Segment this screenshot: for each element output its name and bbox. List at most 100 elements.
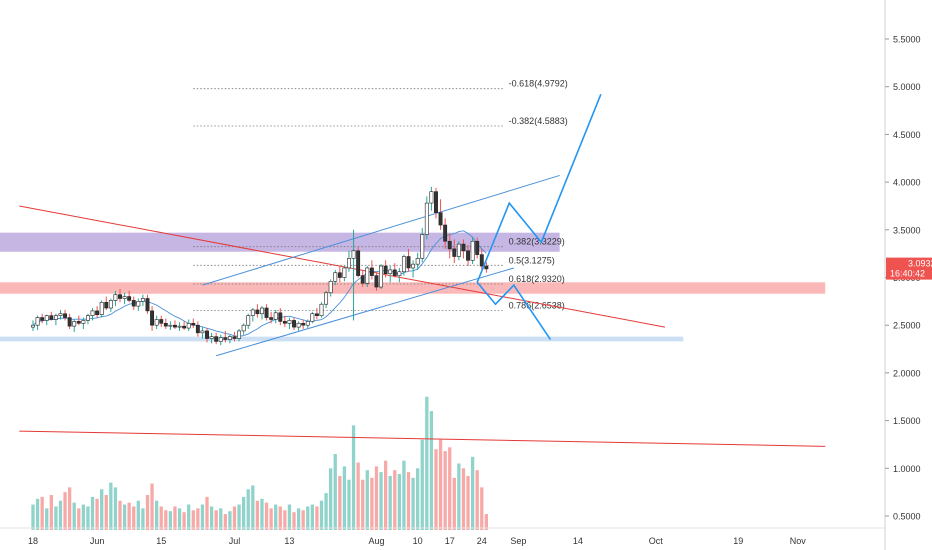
volume-bar xyxy=(196,508,200,530)
fib-level-label: 0.5(3.1275) xyxy=(509,255,555,265)
price-axis[interactable]: 0.50001.00001.50002.00002.50003.00003.50… xyxy=(884,0,932,550)
volume-bar xyxy=(287,504,292,530)
projection-paths[interactable] xyxy=(476,94,602,340)
candle-body-down xyxy=(191,322,196,326)
volume-bar xyxy=(127,502,131,530)
fib-level-label: 0.786(2.6538) xyxy=(509,301,565,311)
volume-bar xyxy=(54,506,58,530)
candle-body-down xyxy=(475,240,480,255)
candle-body-down xyxy=(374,275,379,288)
volume-bar xyxy=(443,451,447,530)
volume-bar xyxy=(324,493,328,530)
candle-body-down xyxy=(223,337,228,340)
candle-body-down xyxy=(264,307,269,318)
volume-bar xyxy=(296,508,301,530)
candle-body-down xyxy=(434,191,438,213)
candle-body-up xyxy=(365,267,370,284)
time-tick-label: 15 xyxy=(156,536,166,546)
time-tick-label: Jul xyxy=(229,536,241,546)
price-tick-label: 5.5000 xyxy=(893,35,921,45)
time-tick-label: 10 xyxy=(413,536,423,546)
volume-bar xyxy=(402,460,406,530)
volume-bar xyxy=(319,500,324,530)
candle-body-down xyxy=(67,317,72,327)
volume-bar xyxy=(269,508,273,530)
volume-bar xyxy=(168,511,173,530)
volume-bar xyxy=(406,472,411,530)
fib-level-label: -0.618(4.9792) xyxy=(509,79,568,89)
candle-body-down xyxy=(63,313,68,318)
time-tick-label: Oct xyxy=(649,536,664,546)
volume-bar xyxy=(461,468,466,530)
volume-bar xyxy=(274,504,278,530)
candle-body-up xyxy=(273,312,278,320)
volume-bar xyxy=(122,504,127,530)
volume-bar xyxy=(393,470,397,530)
candle-body-up xyxy=(305,321,310,326)
candle-body-up xyxy=(81,320,86,324)
candle-body-down xyxy=(292,320,296,328)
volume-bar xyxy=(58,500,63,530)
volume-bar xyxy=(77,508,81,530)
volume-bar xyxy=(31,504,35,530)
candle-body-up xyxy=(53,315,58,320)
volume-bar xyxy=(154,500,159,530)
time-tick-label: Sep xyxy=(510,536,526,546)
volume-bar xyxy=(177,508,182,530)
volume-bar xyxy=(223,514,227,530)
time-tick-label: Nov xyxy=(790,536,807,546)
volume-bar xyxy=(365,470,369,530)
candle-body-up xyxy=(35,317,40,326)
candle-body-down xyxy=(182,325,187,329)
candle-body-up xyxy=(218,337,223,342)
volume-bar xyxy=(187,504,191,530)
volume-bar xyxy=(209,506,214,530)
candle-body-down xyxy=(131,300,136,307)
price-tick-label: 4.0000 xyxy=(893,178,921,188)
fibonacci-retracement[interactable]: -0.618(4.9792) -0.382(4.5883) 0.382(3.3229… xyxy=(193,79,568,311)
candle-body-down xyxy=(118,294,122,299)
volume-bar xyxy=(301,510,305,530)
time-tick-label: 14 xyxy=(573,536,583,546)
candle-body-down xyxy=(40,317,45,321)
last-price-timer: 16:40:42 xyxy=(890,269,925,279)
volume-bar xyxy=(379,472,383,530)
candle-body-up xyxy=(319,303,324,316)
volume-bars xyxy=(31,396,489,530)
volume-bar xyxy=(251,485,255,530)
volume-bar xyxy=(100,489,104,530)
candle-body-down xyxy=(466,250,470,261)
candle-body-up xyxy=(411,263,416,269)
volume-bar xyxy=(310,504,314,530)
volume-bar xyxy=(118,500,122,530)
candle-body-down xyxy=(150,310,155,326)
volume-bar xyxy=(242,496,246,530)
volume-bar xyxy=(90,496,95,530)
candle-body-up xyxy=(347,258,351,269)
candle-body-down xyxy=(195,324,200,334)
candle-body-down xyxy=(255,309,260,315)
candle-body-down xyxy=(392,269,397,276)
candle-body-down xyxy=(278,312,283,322)
price-tick-label: 3.5000 xyxy=(893,225,921,235)
volume-bar xyxy=(347,479,351,530)
candle-body-up xyxy=(379,265,383,288)
candle-body-up xyxy=(154,319,159,326)
volume-bar xyxy=(214,510,218,530)
candle-body-up xyxy=(287,320,292,324)
volume-bar xyxy=(255,500,260,530)
trendlines[interactable] xyxy=(19,174,826,447)
zone-resistance xyxy=(0,232,560,252)
volume-bar xyxy=(397,474,401,530)
volume-bar xyxy=(480,487,484,530)
volume-bar xyxy=(40,496,44,530)
volume-bar xyxy=(470,456,475,530)
time-axis[interactable]: 18 Jun 15 Jul 13 Aug 10 17 24 Sep 14 Oct 19 Nov xyxy=(0,527,885,546)
candle-body-up xyxy=(122,296,127,299)
volume-bar xyxy=(45,508,49,530)
candle-body-down xyxy=(356,250,361,276)
candle-body-up xyxy=(324,292,329,305)
volume-bar xyxy=(200,504,205,530)
candle-body-up xyxy=(99,302,104,316)
